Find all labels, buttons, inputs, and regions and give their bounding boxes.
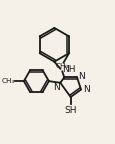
Text: CH₃: CH₃ — [1, 78, 14, 84]
Text: N: N — [53, 83, 59, 92]
Text: SH: SH — [64, 106, 76, 115]
Text: N: N — [78, 72, 85, 81]
Text: CH₃: CH₃ — [55, 63, 69, 69]
Text: NH: NH — [61, 65, 75, 74]
Text: N: N — [82, 85, 89, 94]
